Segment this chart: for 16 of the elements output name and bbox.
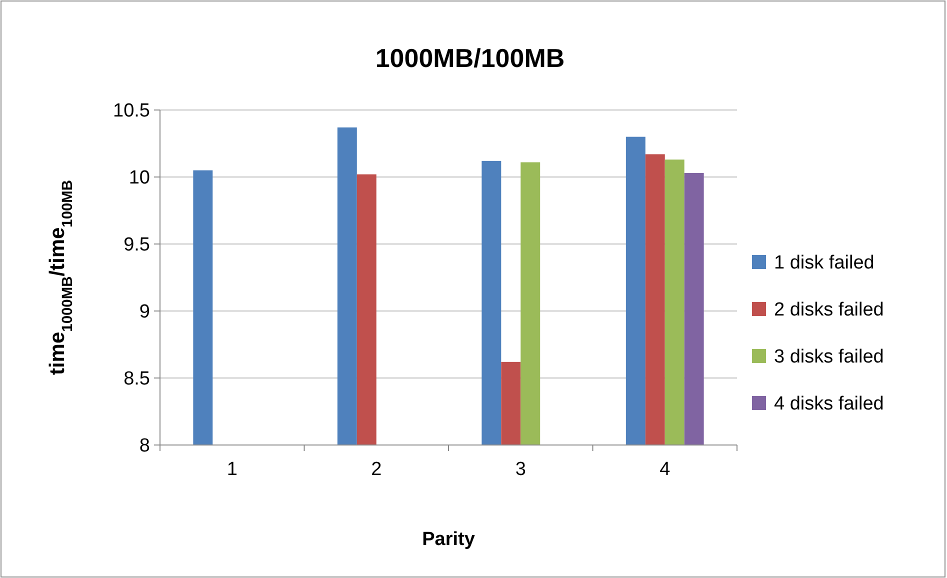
legend-label: 3 disks failed	[774, 346, 884, 368]
y-tick-label: 10.5	[113, 100, 150, 122]
legend-label: 1 disk failed	[774, 252, 874, 274]
y-tick-label: 10	[128, 168, 150, 189]
x-tick-label: 4	[660, 459, 671, 480]
legend-label: 2 disks failed	[774, 300, 884, 321]
y-tick-label: 9.5	[124, 234, 150, 256]
chart-title: 1000MB/100MB	[375, 43, 565, 73]
y-tick-label: 8.5	[124, 368, 150, 390]
x-axis-title: Parity	[422, 529, 476, 550]
x-tick-label: 3	[515, 459, 526, 480]
x-tick-label: 2	[371, 459, 382, 480]
x-tick-label: 1	[226, 459, 238, 480]
legend-label: 4 disks failed	[774, 394, 884, 415]
y-tick-label: 9	[139, 302, 150, 323]
y-tick-label: 8	[139, 436, 150, 457]
